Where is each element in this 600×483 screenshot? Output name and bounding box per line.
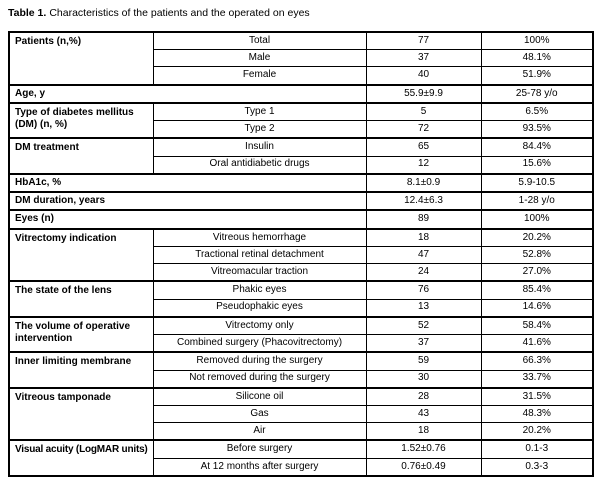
group-label-cell: Eyes (n) xyxy=(8,209,367,230)
subcategory-cell: Removed during the surgery xyxy=(152,351,367,371)
subcategory-cell: Oral antidiabetic drugs xyxy=(152,155,367,175)
percent-cell: 93.5% xyxy=(480,120,594,139)
subcategory-cell: Vitrectomy only xyxy=(152,315,367,336)
percent-cell: 0.3-3 xyxy=(480,457,594,477)
subcategory-cell: Male xyxy=(152,49,367,68)
count-cell: 37 xyxy=(365,49,482,68)
count-cell: 76 xyxy=(365,280,482,300)
count-cell: 18 xyxy=(365,422,482,441)
group-label-cell: DM duration, years xyxy=(8,191,367,211)
count-cell: 12 xyxy=(365,155,482,175)
count-cell: 40 xyxy=(365,66,482,86)
percent-cell: 58.4% xyxy=(480,315,594,336)
count-cell: 28 xyxy=(365,386,482,406)
group-label-cell: Inner limiting membrane xyxy=(8,351,154,389)
subcategory-cell: Air xyxy=(152,422,367,441)
count-cell: 13 xyxy=(365,298,482,318)
subcategory-cell: At 12 months after surgery xyxy=(152,457,367,477)
subcategory-cell: Not removed during the surgery xyxy=(152,369,367,389)
count-cell: 0.76±0.49 xyxy=(365,457,482,477)
count-cell: 18 xyxy=(365,227,482,247)
count-cell: 59 xyxy=(365,351,482,371)
subcategory-cell: Gas xyxy=(152,404,367,424)
subcategory-cell: Tractional retinal detachment xyxy=(152,245,367,265)
percent-cell: 100% xyxy=(480,209,594,230)
group-label-cell: The volume of operative intervention xyxy=(8,315,154,353)
percent-cell: 41.6% xyxy=(480,334,594,353)
count-cell: 12.4±6.3 xyxy=(365,191,482,211)
group-label-cell: Patients (n,%) xyxy=(8,31,154,86)
patients-characteristics-table: Patients (n,%) Total 77 100% Male 37 48.… xyxy=(8,31,594,477)
subcategory-cell: Type 2 xyxy=(152,120,367,139)
group-label-cell: Vitreous tamponade xyxy=(8,386,154,441)
group-label-cell: Vitrectomy indication xyxy=(8,227,154,282)
subcategory-cell: Insulin xyxy=(152,137,367,157)
percent-cell: 27.0% xyxy=(480,263,594,282)
subcategory-cell: Vitreomacular traction xyxy=(152,263,367,282)
table-caption: Table 1. Characteristics of the patients … xyxy=(8,7,600,20)
percent-cell: 20.2% xyxy=(480,227,594,247)
group-label-cell: The state of the lens xyxy=(8,280,154,318)
percent-cell: 85.4% xyxy=(480,280,594,300)
subcategory-cell: Vitreous hemorrhage xyxy=(152,227,367,247)
percent-cell: 6.5% xyxy=(480,101,594,122)
count-cell: 72 xyxy=(365,120,482,139)
group-label-cell: DM treatment xyxy=(8,137,154,175)
subcategory-cell: Female xyxy=(152,66,367,86)
count-cell: 47 xyxy=(365,245,482,265)
percent-cell: 33.7% xyxy=(480,369,594,389)
group-label-cell: Age, y xyxy=(8,83,367,104)
count-cell: 89 xyxy=(365,209,482,230)
percent-cell: 1-28 y/o xyxy=(480,191,594,211)
subcategory-cell: Silicone oil xyxy=(152,386,367,406)
percent-cell: 52.8% xyxy=(480,245,594,265)
count-cell: 55.9±9.9 xyxy=(365,83,482,104)
percent-cell: 0.1-3 xyxy=(480,439,594,459)
count-cell: 37 xyxy=(365,334,482,353)
count-cell: 30 xyxy=(365,369,482,389)
subcategory-cell: Total xyxy=(152,31,367,51)
subcategory-cell: Combined surgery (Phacovitrectomy) xyxy=(152,334,367,353)
percent-cell: 51.9% xyxy=(480,66,594,86)
count-cell: 24 xyxy=(365,263,482,282)
count-cell: 8.1±0.9 xyxy=(365,172,482,193)
count-cell: 77 xyxy=(365,31,482,51)
subcategory-cell: Before surgery xyxy=(152,439,367,459)
subcategory-cell: Phakic eyes xyxy=(152,280,367,300)
subcategory-cell: Type 1 xyxy=(152,101,367,122)
percent-cell: 14.6% xyxy=(480,298,594,318)
count-cell: 43 xyxy=(365,404,482,424)
percent-cell: 48.3% xyxy=(480,404,594,424)
count-cell: 1.52±0.76 xyxy=(365,439,482,459)
table-caption-text: Characteristics of the patients and the … xyxy=(49,7,310,19)
group-label-cell: Type of diabetes mellitus (DM) (n, %) xyxy=(8,101,154,139)
percent-cell: 25-78 y/o xyxy=(480,83,594,104)
group-label-cell: HbA1c, % xyxy=(8,172,367,193)
percent-cell: 48.1% xyxy=(480,49,594,68)
count-cell: 65 xyxy=(365,137,482,157)
subcategory-cell: Pseudophakic eyes xyxy=(152,298,367,318)
percent-cell: 84.4% xyxy=(480,137,594,157)
count-cell: 5 xyxy=(365,101,482,122)
count-cell: 52 xyxy=(365,315,482,336)
percent-cell: 20.2% xyxy=(480,422,594,441)
percent-cell: 31.5% xyxy=(480,386,594,406)
percent-cell: 66.3% xyxy=(480,351,594,371)
percent-cell: 15.6% xyxy=(480,155,594,175)
percent-cell: 100% xyxy=(480,31,594,51)
percent-cell: 5.9-10.5 xyxy=(480,172,594,193)
table-caption-number: Table 1. xyxy=(8,7,47,19)
group-label-cell: Visual acuity (LogMAR units) xyxy=(8,439,154,477)
